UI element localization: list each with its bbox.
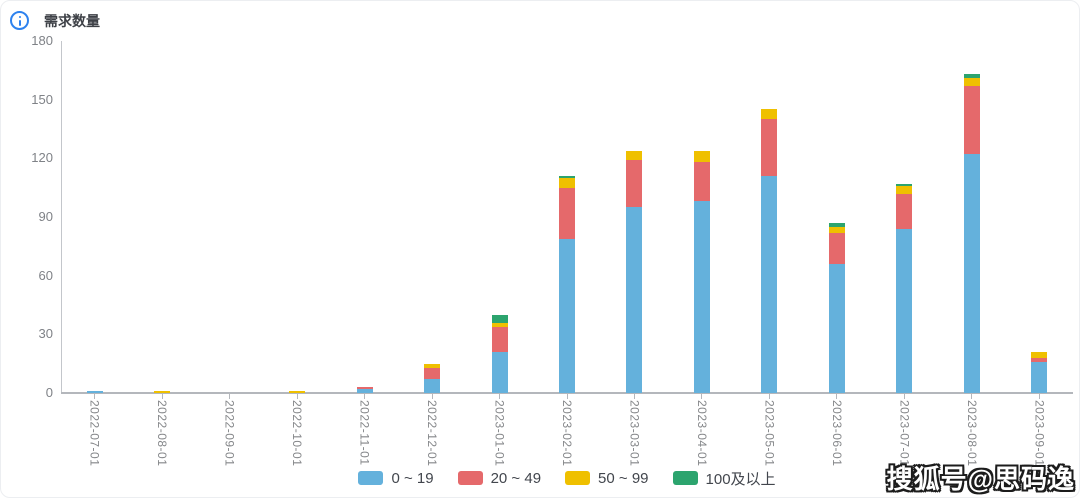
x-axis-label: 2022-12-01 — [425, 400, 440, 467]
x-axis-tick — [566, 394, 568, 399]
bar-segment[interactable] — [154, 391, 171, 393]
bar-segment[interactable] — [626, 150, 643, 161]
x-axis-label: 2023-06-01 — [829, 400, 844, 467]
x-axis-tick — [229, 394, 231, 399]
x-axis-label: 2023-02-01 — [560, 400, 574, 467]
x-axis-tick — [971, 394, 973, 399]
x-axis-tick — [836, 394, 838, 399]
bar-segment[interactable] — [828, 222, 845, 227]
bar-segment[interactable] — [1031, 357, 1048, 362]
info-icon[interactable] — [10, 11, 29, 30]
bar-segment[interactable] — [289, 391, 306, 393]
x-axis-tick — [903, 394, 905, 399]
x-axis-label: 2023-03-01 — [627, 400, 642, 467]
x-axis-label: 2022-09-01 — [222, 400, 237, 467]
x-axis-label: 2022-07-01 — [87, 400, 102, 467]
bar-segment[interactable] — [963, 154, 980, 393]
x-axis-tick — [1038, 394, 1040, 399]
x-axis-tick — [768, 394, 770, 399]
bar-segment[interactable] — [828, 226, 845, 233]
chart-title: 需求数量 — [44, 13, 100, 29]
x-axis-tick — [633, 394, 635, 399]
bar-segment[interactable] — [761, 175, 778, 393]
bar-segment[interactable] — [828, 232, 845, 264]
legend-swatch — [565, 471, 591, 485]
bar-segment[interactable] — [896, 193, 913, 229]
bar-segment[interactable] — [356, 389, 373, 393]
info-icon-stem — [18, 19, 21, 26]
x-axis-tick — [364, 394, 366, 399]
watermark: 搜狐号@思码逸 — [886, 464, 1075, 494]
bar-segment[interactable] — [896, 183, 913, 186]
legend-swatch — [672, 471, 698, 485]
x-axis-label: 2023-01-01 — [492, 400, 507, 467]
info-icon-dot — [18, 15, 21, 18]
bar-segment[interactable] — [963, 85, 980, 155]
x-axis-tick — [94, 394, 96, 399]
x-axis-label: 2023-09-01 — [1032, 400, 1047, 467]
bar-segment[interactable] — [559, 175, 575, 178]
bar-segment[interactable] — [693, 150, 710, 163]
bar-segment[interactable] — [963, 74, 980, 79]
x-axis-tick — [161, 394, 163, 399]
bar-segment[interactable] — [491, 326, 508, 352]
bar-segment[interactable] — [559, 187, 575, 239]
legend-swatch — [358, 471, 384, 485]
x-axis-label: 2022-08-01 — [155, 400, 170, 467]
y-axis-label: 0 — [45, 385, 53, 400]
bar-segment[interactable] — [626, 160, 643, 208]
bar-segment[interactable] — [1031, 361, 1048, 393]
bar-segment[interactable] — [896, 228, 913, 393]
legend-item[interactable]: 20 ~ 49 — [457, 469, 542, 487]
x-axis-line — [61, 392, 1073, 394]
bar-segment[interactable] — [424, 379, 441, 393]
x-axis-label: 2023-08-01 — [964, 400, 979, 467]
legend-item[interactable]: 50 ~ 99 — [565, 469, 649, 487]
legend: 0 ~ 19 20 ~ 49 50 ~ 99 100及以上 — [61, 465, 1073, 491]
bar-segment[interactable] — [896, 185, 913, 194]
y-axis-label: 30 — [38, 326, 53, 342]
y-axis-label: 60 — [38, 267, 53, 283]
x-axis-tick — [296, 394, 298, 399]
legend-label: 20 ~ 49 — [490, 469, 542, 487]
legend-item[interactable]: 100及以上 — [672, 468, 776, 489]
x-axis-tick — [431, 394, 433, 399]
bar-segment[interactable] — [828, 263, 845, 393]
y-axis-line — [61, 41, 62, 393]
bar-segment[interactable] — [559, 177, 575, 188]
x-axis-label: 2022-11-01 — [357, 400, 372, 466]
bar-segment[interactable] — [491, 322, 508, 327]
chart-header: 需求数量 — [1, 1, 1079, 35]
bar-segment[interactable] — [626, 207, 643, 393]
legend-item[interactable]: 0 ~ 19 — [358, 469, 434, 487]
bar-segment[interactable] — [559, 238, 575, 393]
bar-segment[interactable] — [424, 367, 441, 380]
bar-segment[interactable] — [761, 119, 778, 176]
legend-label: 0 ~ 19 — [391, 469, 434, 487]
bar-segment[interactable] — [693, 201, 710, 393]
x-axis-tick — [499, 394, 501, 399]
bar-segment[interactable] — [424, 363, 441, 368]
bar-segment[interactable] — [1031, 351, 1048, 358]
bar-segment[interactable] — [693, 162, 710, 202]
x-axis-label: 2022-10-01 — [290, 400, 305, 467]
y-axis-label: 120 — [31, 150, 53, 166]
bar-segment[interactable] — [356, 387, 373, 390]
bar-segment[interactable] — [86, 391, 103, 393]
bar-segment[interactable] — [963, 78, 980, 86]
y-axis-label: 150 — [31, 91, 53, 107]
bar-segment[interactable] — [761, 109, 778, 120]
legend-swatch — [457, 471, 483, 485]
x-axis-label: 2023-05-01 — [762, 400, 777, 467]
y-axis-label: 90 — [38, 209, 53, 224]
legend-label: 100及以上 — [705, 470, 776, 488]
bar-segment[interactable] — [491, 314, 508, 323]
legend-label: 50 ~ 99 — [598, 469, 649, 487]
x-axis-tick — [701, 394, 703, 399]
x-axis-label: 2023-04-01 — [694, 400, 709, 467]
y-axis-label: 180 — [31, 33, 53, 48]
x-axis-label: 2023-07-01 — [897, 400, 912, 467]
bar-segment[interactable] — [491, 351, 508, 393]
